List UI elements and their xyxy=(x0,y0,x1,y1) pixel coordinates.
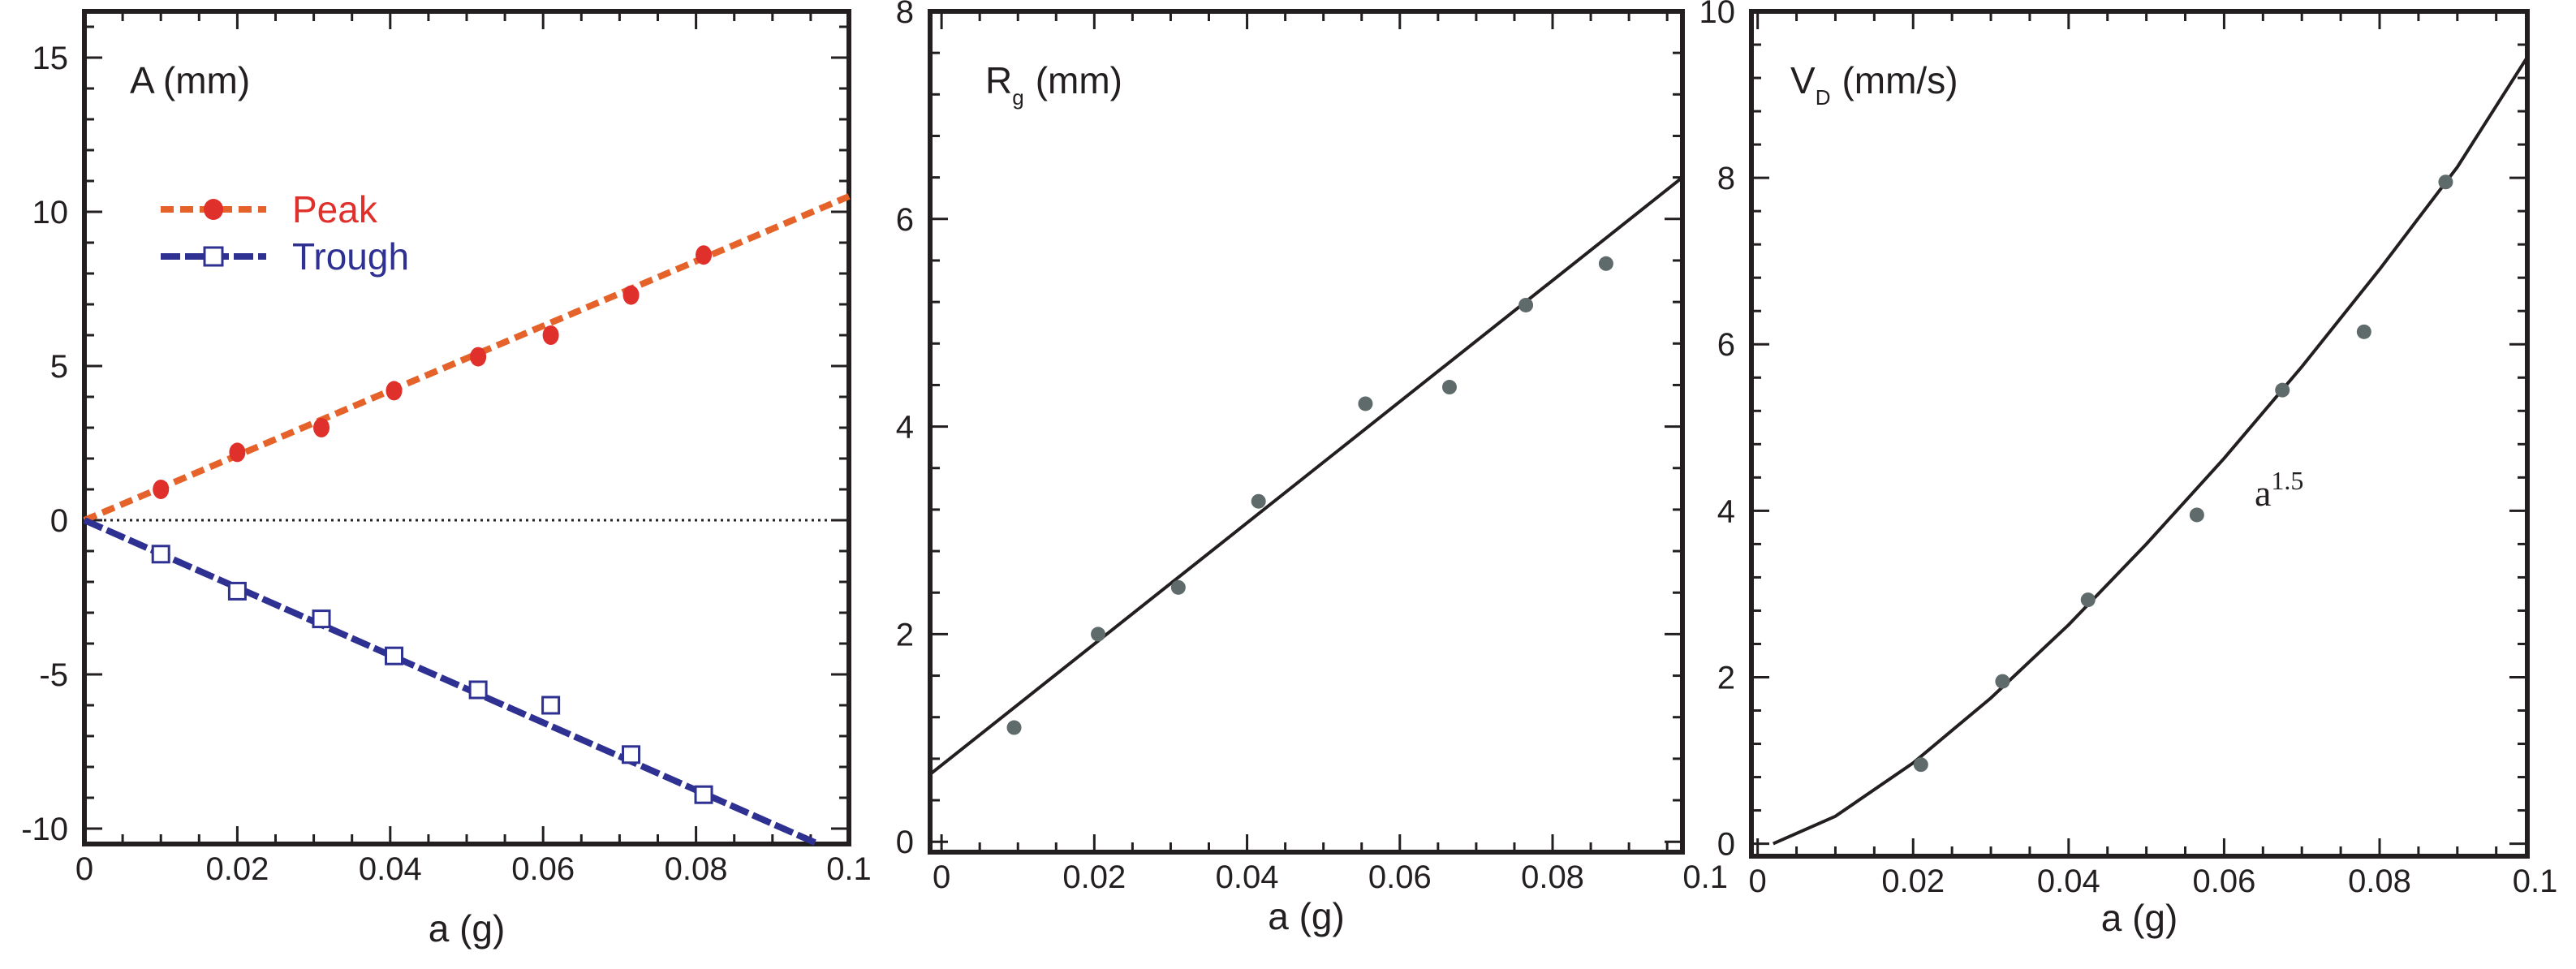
data-point xyxy=(1598,256,1613,271)
data-point xyxy=(1358,396,1373,411)
data-point xyxy=(153,480,170,499)
x-axis-label: a (g) xyxy=(429,907,506,950)
panel-title-symbol: R xyxy=(985,59,1012,101)
y-tick-label: 6 xyxy=(1717,327,1735,363)
data-point xyxy=(1441,380,1457,395)
plot-frame xyxy=(928,9,1685,855)
data-point xyxy=(312,609,331,629)
panel-title: Rg (mm) xyxy=(985,59,1122,110)
x-tick-label: 0 xyxy=(75,851,93,887)
x-tick-label: 0.08 xyxy=(2348,863,2411,899)
panel-title: A (mm) xyxy=(130,59,250,101)
data-point xyxy=(694,785,713,804)
y-tick-label: -5 xyxy=(39,657,68,693)
x-axis-label: a (g) xyxy=(2101,897,2178,939)
fit-line-data xyxy=(1772,56,2529,846)
x-tick-label: 0 xyxy=(1749,863,1767,899)
plot-frame xyxy=(1749,9,2530,859)
panel-amplitude: 0 0.02 0.04 0.06 0.08 0.1 -10 -5 0 5 10 15 a (g) A (m… xyxy=(21,9,872,950)
y-tick-label: 15 xyxy=(32,41,69,76)
x-tick-label: 0.08 xyxy=(665,851,728,887)
data-point xyxy=(1170,579,1186,595)
legend-label-peak: Peak xyxy=(292,188,378,230)
y-tick-label: 6 xyxy=(896,202,914,238)
y-tick-label: 8 xyxy=(1717,161,1735,196)
data-point xyxy=(229,442,246,463)
data-point xyxy=(2275,382,2290,398)
x-tick-label: 0.04 xyxy=(359,851,422,887)
data-point xyxy=(622,745,641,764)
data-point xyxy=(468,680,488,700)
data-point xyxy=(386,381,403,401)
x-tick-label: 0.04 xyxy=(1216,859,1279,895)
x-tick-label: 0.02 xyxy=(1881,863,1945,899)
fit-annotation-base: a xyxy=(2255,472,2271,514)
panel-title-unit: (mm) xyxy=(1036,59,1122,101)
x-tick-label: 0.04 xyxy=(2037,863,2100,899)
x-tick-label: 0.02 xyxy=(205,851,269,887)
data-point xyxy=(2080,592,2096,608)
x-axis-label: a (g) xyxy=(1268,895,1345,937)
x-tick-label: 0.1 xyxy=(826,851,872,887)
legend-marker-trough xyxy=(203,246,224,267)
x-tick-label: 0.06 xyxy=(511,851,575,887)
y-tick-label: 0 xyxy=(50,503,68,539)
y-tick-label: 0 xyxy=(1717,827,1735,863)
panel-title: VD (mm/s) xyxy=(1790,59,1958,110)
y-tick-label: 4 xyxy=(1717,493,1735,529)
y-tick-label: 10 xyxy=(32,195,69,230)
panel-title-unit: (mm/s) xyxy=(1842,59,1958,101)
data-point xyxy=(1913,757,1928,773)
y-tick-label: 2 xyxy=(1717,660,1735,696)
y-tick-label: 4 xyxy=(896,410,914,446)
x-tick-label: 0 xyxy=(933,859,950,895)
panel-title-symbol: V xyxy=(1790,59,1816,101)
data-point xyxy=(385,646,404,665)
y-tick-label: 0 xyxy=(896,825,914,860)
plot-frame xyxy=(82,9,851,846)
fit-annotation-exponent: 1.5 xyxy=(2271,466,2303,495)
panel-title-subscript: g xyxy=(1012,85,1023,110)
data-point xyxy=(2438,174,2453,190)
data-point xyxy=(1995,674,2010,689)
x-tick-label: 0.1 xyxy=(1682,859,1728,895)
fit-annotation: a1.5 xyxy=(2255,466,2303,514)
data-point xyxy=(541,696,561,715)
data-point xyxy=(622,285,640,305)
panel-vd: 0 0.02 0.04 0.06 0.08 0.1 0 2 4 6 8 10 a (g) VD (mm/s)… xyxy=(1699,0,2558,939)
data-point xyxy=(227,581,247,601)
data-point xyxy=(696,245,713,265)
panel-title-subscript: D xyxy=(1816,85,1831,110)
data-point xyxy=(2356,324,2371,339)
data-point xyxy=(313,418,330,437)
data-point xyxy=(2189,507,2204,523)
x-tick-label: 0.06 xyxy=(1368,859,1432,895)
panel-rg: 0 0.02 0.04 0.06 0.08 0.1 0 2 4 6 8 a (g) Rg (mm) xyxy=(896,0,1728,937)
x-tick-label: 0.06 xyxy=(2192,863,2255,899)
fit-line-data xyxy=(928,176,1684,776)
legend-marker-peak xyxy=(204,199,223,220)
y-tick-label: 5 xyxy=(50,349,68,385)
y-tick-label: -10 xyxy=(21,812,68,847)
x-tick-label: 0.02 xyxy=(1062,859,1126,895)
data-point xyxy=(151,545,170,564)
y-tick-label: 10 xyxy=(1699,0,1736,30)
fit-line-peak xyxy=(83,193,851,523)
data-point xyxy=(1518,297,1534,312)
y-tick-label: 8 xyxy=(896,0,914,30)
x-tick-label: 0.08 xyxy=(1521,859,1584,895)
data-point xyxy=(542,325,559,345)
data-point xyxy=(1251,493,1266,509)
legend-label-trough: Trough xyxy=(292,235,409,278)
data-point xyxy=(470,347,487,367)
x-tick-label: 0.1 xyxy=(2513,863,2558,899)
y-tick-label: 2 xyxy=(896,617,914,652)
data-point xyxy=(1006,720,1022,735)
data-point xyxy=(1091,627,1106,642)
